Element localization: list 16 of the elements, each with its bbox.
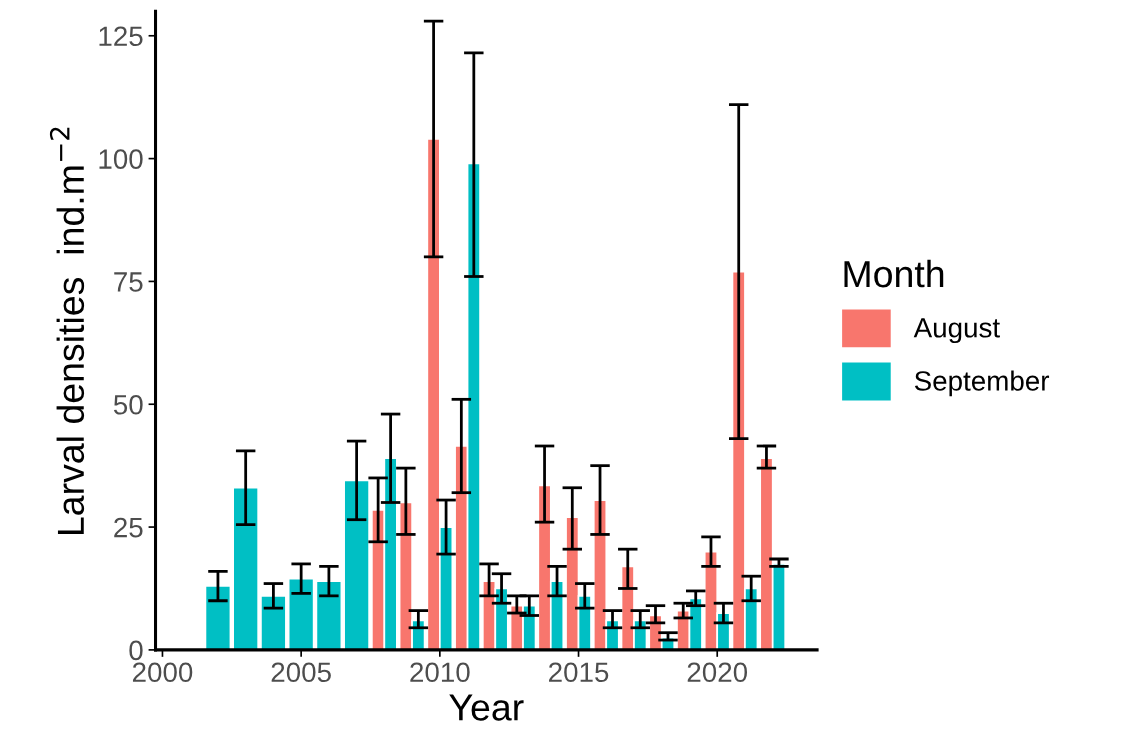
legend-label: September [914,370,1050,397]
x-tick-label: 2000 [132,662,193,683]
y-tick-label: 50 [113,394,143,415]
y-tick-label: 25 [114,517,143,538]
y-tick-label: 0 [129,640,143,661]
y-axis-title: Larval densities ind.m$^{−2}$ [49,127,85,535]
x-tick-label: 2005 [271,662,331,683]
y-tick-label: 75 [114,272,143,292]
x-tick-label: 2020 [687,662,748,683]
x-tick-label: 2015 [549,662,609,683]
x-tick-label: 2010 [410,662,470,683]
y-tick-label: 100 [99,149,143,169]
legend-label: August [913,318,1000,344]
x-axis-title: Year [449,694,524,721]
legend-title: Month [844,259,944,288]
y-tick-label: 125 [99,26,143,47]
